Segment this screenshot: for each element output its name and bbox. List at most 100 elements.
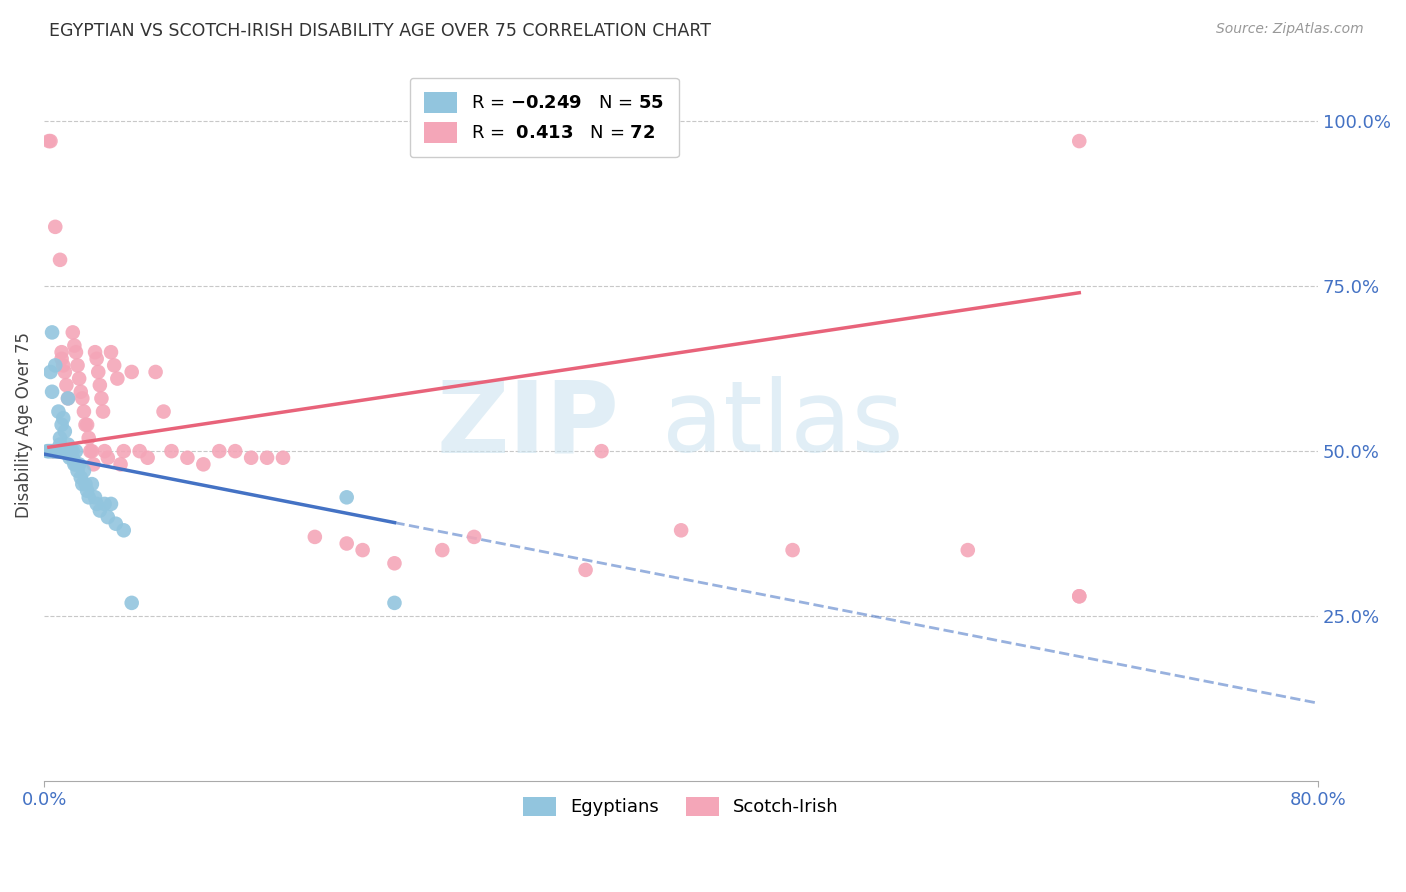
- Point: [39, 365, 62, 379]
- Text: ZIP: ZIP: [437, 376, 620, 474]
- Point: [956, 543, 979, 558]
- Point: [45, 444, 67, 458]
- Point: [45, 444, 67, 458]
- Point: [51, 444, 73, 458]
- Point: [65, 458, 87, 472]
- Point: [52, 411, 75, 425]
- Point: [65, 444, 87, 458]
- Point: [1069, 589, 1091, 603]
- Point: [51, 351, 73, 366]
- Point: [41, 444, 63, 458]
- Point: [72, 477, 94, 491]
- Point: [53, 425, 76, 439]
- Point: [100, 497, 122, 511]
- Point: [51, 417, 73, 432]
- Point: [53, 444, 76, 458]
- Point: [105, 371, 128, 385]
- Point: [336, 536, 359, 550]
- Point: [79, 444, 101, 458]
- Point: [432, 543, 454, 558]
- Point: [37, 444, 59, 458]
- Point: [38, 134, 60, 148]
- Point: [45, 444, 67, 458]
- Point: [58, 444, 80, 458]
- Point: [49, 444, 72, 458]
- Point: [41, 326, 63, 340]
- Point: [62, 444, 84, 458]
- Point: [66, 359, 89, 373]
- Point: [97, 510, 120, 524]
- Point: [55, 444, 77, 458]
- Point: [42, 444, 65, 458]
- Point: [104, 516, 127, 531]
- Y-axis label: Disability Age Over 75: Disability Age Over 75: [15, 332, 32, 517]
- Point: [49, 437, 72, 451]
- Point: [86, 497, 108, 511]
- Point: [1069, 589, 1091, 603]
- Point: [72, 392, 94, 406]
- Point: [384, 556, 406, 570]
- Point: [41, 384, 63, 399]
- Point: [48, 444, 70, 458]
- Point: [60, 444, 83, 458]
- Point: [97, 450, 120, 465]
- Point: [69, 470, 91, 484]
- Point: [75, 417, 97, 432]
- Point: [89, 503, 111, 517]
- Point: [53, 365, 76, 379]
- Point: [304, 530, 326, 544]
- Point: [76, 417, 98, 432]
- Point: [42, 444, 65, 458]
- Point: [52, 444, 75, 458]
- Point: [56, 392, 79, 406]
- Point: [73, 404, 96, 418]
- Text: atlas: atlas: [662, 376, 904, 474]
- Point: [48, 404, 70, 418]
- Point: [271, 450, 294, 465]
- Point: [45, 444, 67, 458]
- Point: [38, 444, 60, 458]
- Point: [69, 384, 91, 399]
- Point: [65, 345, 87, 359]
- Point: [782, 543, 804, 558]
- Point: [66, 464, 89, 478]
- Point: [39, 444, 62, 458]
- Point: [75, 477, 97, 491]
- Point: [51, 345, 73, 359]
- Point: [574, 563, 596, 577]
- Point: [112, 444, 135, 458]
- Point: [1069, 134, 1091, 148]
- Point: [90, 392, 112, 406]
- Point: [42, 444, 65, 458]
- Point: [224, 444, 246, 458]
- Point: [591, 444, 613, 458]
- Point: [84, 491, 107, 505]
- Point: [352, 543, 374, 558]
- Point: [44, 219, 66, 234]
- Point: [145, 365, 167, 379]
- Point: [240, 450, 263, 465]
- Point: [62, 326, 84, 340]
- Point: [73, 464, 96, 478]
- Point: [76, 483, 98, 498]
- Point: [39, 134, 62, 148]
- Point: [49, 444, 72, 458]
- Point: [55, 378, 77, 392]
- Point: [136, 450, 159, 465]
- Point: [152, 404, 174, 418]
- Point: [49, 444, 72, 458]
- Point: [121, 365, 143, 379]
- Point: [44, 359, 66, 373]
- Point: [89, 378, 111, 392]
- Point: [176, 450, 198, 465]
- Text: EGYPTIAN VS SCOTCH-IRISH DISABILITY AGE OVER 75 CORRELATION CHART: EGYPTIAN VS SCOTCH-IRISH DISABILITY AGE …: [49, 22, 711, 40]
- Point: [103, 359, 125, 373]
- Text: Source: ZipAtlas.com: Source: ZipAtlas.com: [1216, 22, 1364, 37]
- Point: [80, 444, 103, 458]
- Point: [463, 530, 485, 544]
- Point: [87, 365, 110, 379]
- Point: [49, 252, 72, 267]
- Point: [121, 596, 143, 610]
- Point: [100, 345, 122, 359]
- Point: [62, 450, 84, 465]
